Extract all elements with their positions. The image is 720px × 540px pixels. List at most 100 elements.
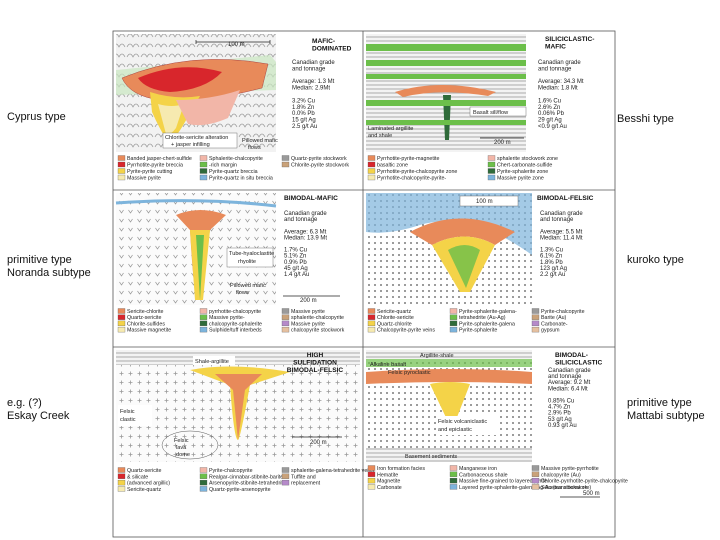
silic-mafic-stats-line: Canadian grade	[538, 60, 581, 66]
legend-item: sphalerite-chalcopyrite	[291, 315, 344, 321]
epiclastic-label: and epiclastic	[438, 427, 472, 433]
feeder-pipe	[443, 95, 451, 140]
rhyolite-label: rhyolite	[238, 259, 256, 265]
bim-mafic-stats-line: 0.9% Pb	[284, 260, 307, 266]
legend-item: Quartz-chlorite	[377, 321, 412, 327]
legend-item: Iron formation facies	[377, 466, 425, 472]
legend-swatch	[487, 174, 496, 181]
legend-swatch	[117, 174, 126, 181]
legend-swatch	[367, 174, 376, 181]
label-mattabi-subtype: primitive type Mattabi subtype	[627, 397, 705, 422]
legend-swatch	[281, 467, 290, 473]
bim-silic-stats-line: 0.85% Cu	[548, 399, 574, 405]
legend-swatch	[117, 314, 126, 320]
legend-item: basaltic zone	[377, 163, 408, 169]
legend-swatch	[367, 484, 376, 490]
legend-swatch	[449, 465, 458, 471]
bim-felsic-stats-line: Average: 5.5 Mt	[540, 229, 583, 235]
argillite-label-1: Laminated argillite	[368, 126, 413, 132]
bim-felsic-stats-line: Median: 11.4 Mt	[540, 235, 583, 241]
legend-item: Hematite	[377, 472, 398, 478]
silic-mafic-title-line-0: SILICICLASTIC-	[545, 36, 594, 43]
legend-item: replacement	[291, 481, 321, 487]
bim-silic-stats-line: Average: 9.2 Mt	[548, 380, 591, 386]
red-core	[138, 67, 222, 92]
bim-mafic-stats-line: 1.7% Cu	[284, 248, 307, 254]
legend-item: (advanced argillic)	[127, 481, 170, 487]
label-noranda-subtype: primitive type Noranda subtype	[7, 254, 91, 279]
legend-swatch	[449, 320, 458, 327]
legend-item: Tuffite and	[291, 474, 316, 480]
legend-swatch	[117, 486, 126, 492]
bim-silic-stats-line: 4.7% Zn	[548, 405, 570, 411]
legend-item: & silicate	[127, 474, 148, 480]
legend-item: Realgar-cinnabar-stibnite-barite	[209, 474, 283, 480]
legend-swatch	[531, 308, 540, 314]
legend-swatch	[199, 308, 208, 314]
legend-item: Sulphide/tuff interbeds	[209, 328, 262, 334]
legend-item: Massive pyrite	[127, 176, 161, 182]
pillowed-mafic-label: Pillowed mafic	[230, 283, 266, 289]
legend-swatch	[531, 320, 540, 327]
silic-mafic-stats-line: 2.6% Zn	[538, 105, 560, 111]
felsic-volcaniclastic-label: Felsic volcaniclastic	[438, 419, 487, 425]
legend-swatch	[117, 479, 126, 486]
legend-swatch	[281, 314, 290, 320]
legend-swatch	[449, 326, 458, 333]
legend-item: Pyrite-sphalerite-galena	[459, 321, 515, 327]
legend-item: Pyrite-sphalerite zone	[497, 169, 548, 175]
legend-item: Massive fine-grained to layered pyrite	[459, 479, 547, 485]
legend-swatch	[367, 465, 376, 471]
silic-mafic-stats-line: 1.6% Cu	[538, 98, 561, 104]
legend-swatch	[281, 326, 290, 333]
mafic-stats-line: Median: 2.9Mt	[292, 86, 330, 92]
legend-item: pyrrhotite-chalcopyrite	[209, 309, 261, 315]
legend-item: Massive pyrite zone	[497, 176, 544, 182]
legend-swatch	[531, 477, 540, 484]
legend-swatch	[367, 168, 376, 174]
high-sulf-title-line-0: HIGH	[307, 352, 324, 359]
legend-item: chalcopyrite stockwork	[291, 328, 345, 334]
label-cyprus-type: Cyprus type	[7, 111, 66, 123]
legend-swatch	[199, 467, 208, 473]
felsic-dome-label-2: lava	[176, 445, 187, 451]
shale-argillite-label: Shale-argillite	[195, 359, 229, 365]
legend-item: Sphalerite-chalcopyrite	[209, 156, 263, 162]
legend-swatch	[531, 471, 540, 477]
legend-swatch	[281, 479, 290, 486]
legend-item: Carbonate-	[541, 321, 568, 327]
legend-item: tetrahedrite (Au-Ag)	[459, 315, 506, 321]
legend-swatch	[367, 320, 376, 327]
bim-felsic-stats-line: 1.3% Cu	[540, 248, 563, 254]
legend-swatch	[281, 320, 290, 327]
legend-swatch	[281, 473, 290, 479]
legend-item: -rich margin	[209, 163, 237, 169]
legend-item: Sericite-quartz	[127, 487, 161, 493]
legend-swatch	[199, 486, 208, 492]
legend-item: Quartz-pyrite stockwork	[291, 156, 347, 162]
felsic-pyroclastic-label: Felsic pyroclastic	[388, 370, 431, 376]
legend-item: Chlorite-pyrite stockwork	[291, 163, 349, 169]
bim-silic-stats-line: Canadian grade	[548, 368, 591, 374]
scale-200m-hs: 200 m	[310, 440, 327, 446]
flows-label: flows	[236, 290, 249, 296]
bim-felsic-stats-line: 123 g/t Ag	[540, 266, 567, 272]
legend-item: Pyrite-sphalerite	[459, 328, 497, 334]
legend-swatch	[117, 320, 126, 327]
argillite-label-2: and shale	[368, 133, 392, 139]
legend-item: sphalerite stockwork zone	[497, 156, 558, 162]
legend-item: Chalcopyrite-pyrite veins	[377, 328, 435, 334]
legend-item: chalcopyrite (Au)	[541, 472, 581, 478]
legend-swatch	[531, 465, 540, 471]
panel-siliciclastic-mafic: Basalt sill/flow Laminated argillite and…	[366, 34, 594, 182]
legend-swatch	[367, 314, 376, 320]
legend-item: Pyrrhotite-pyrite-magnetite	[377, 156, 439, 162]
legend-swatch	[487, 168, 496, 174]
besshi-sulfide-lens	[395, 85, 496, 97]
